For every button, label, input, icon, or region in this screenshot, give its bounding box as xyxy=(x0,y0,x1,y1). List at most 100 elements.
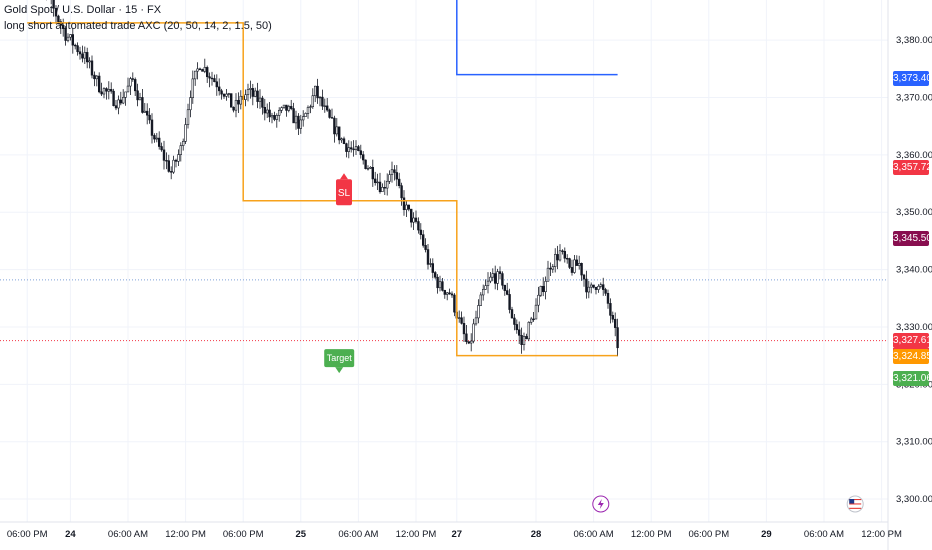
candle-body xyxy=(465,333,468,342)
candle-body xyxy=(539,286,543,296)
candle-body xyxy=(213,78,216,83)
candle-body xyxy=(445,292,449,295)
candle-body xyxy=(270,115,274,118)
candle-body xyxy=(299,119,302,129)
candle-body xyxy=(294,115,298,124)
candle-body xyxy=(453,294,456,313)
candle-body xyxy=(263,106,266,114)
candle-body xyxy=(86,52,89,63)
candle-body xyxy=(285,104,288,111)
candle-body xyxy=(479,294,482,306)
symbol-title[interactable]: Gold Spot / U.S. Dollar · 15 · FX xyxy=(4,4,162,16)
candle-body xyxy=(347,147,350,152)
x-tick-label: 28 xyxy=(531,529,542,540)
candle-body xyxy=(366,168,370,170)
indicator-label[interactable]: long short automated trade AXC (20, 50, … xyxy=(4,20,272,32)
candle-body xyxy=(81,53,84,59)
candle-body xyxy=(69,34,72,38)
sl-marker-label: SL xyxy=(338,188,351,199)
candle-body xyxy=(83,52,87,59)
indicator-step-line xyxy=(456,0,618,76)
candle-body xyxy=(268,109,271,118)
candle-body xyxy=(230,93,233,108)
candle-body xyxy=(194,70,197,80)
lightning-glyph xyxy=(597,499,604,509)
candle-body xyxy=(222,93,226,97)
candle-body xyxy=(359,150,362,155)
candle-body xyxy=(594,286,598,290)
candle-body xyxy=(493,273,497,284)
candle-body xyxy=(258,97,262,102)
x-tick-label: 06:00 PM xyxy=(688,529,729,540)
candle-body xyxy=(534,304,538,320)
candle-body xyxy=(215,81,218,88)
candle-body xyxy=(477,305,480,319)
candle-body xyxy=(95,75,99,80)
candle-body xyxy=(448,292,451,295)
x-tick-label: 24 xyxy=(65,529,76,540)
candle-body xyxy=(220,90,223,95)
candle-body xyxy=(561,250,564,252)
candle-body xyxy=(450,293,454,296)
candle-body xyxy=(71,34,75,46)
price-axis-label: 3,345.50 xyxy=(893,230,932,246)
candle-body xyxy=(349,147,353,150)
price-axis-label: 3,357.72 xyxy=(893,160,932,176)
candle-body xyxy=(318,96,322,99)
candle-body xyxy=(254,90,257,97)
candle-body xyxy=(443,290,446,295)
flag-stripe xyxy=(849,505,862,507)
candle-body xyxy=(340,138,343,141)
candle-body xyxy=(57,15,60,22)
candle-body xyxy=(431,263,434,273)
candle-body xyxy=(309,106,312,108)
candle-body xyxy=(172,159,175,173)
y-tick-label: 3,330.00 xyxy=(896,322,932,333)
candle-body xyxy=(150,119,154,136)
price-axis-label: 3,324.85 xyxy=(893,349,932,364)
candle-body xyxy=(462,323,466,335)
candle-body xyxy=(208,76,211,79)
candle-body xyxy=(146,110,149,116)
candle-body xyxy=(112,90,115,106)
candle-body xyxy=(316,85,319,99)
candle-body xyxy=(551,266,555,270)
candle-body xyxy=(378,181,382,193)
candle-body xyxy=(134,79,137,92)
y-tick-label: 3,310.00 xyxy=(896,437,932,448)
candle-body xyxy=(390,169,394,175)
candle-body xyxy=(486,280,490,286)
candle-body xyxy=(325,105,329,111)
y-tick-label: 3,340.00 xyxy=(896,265,932,276)
candle-body xyxy=(436,276,439,289)
candle-body xyxy=(76,45,79,53)
candle-body xyxy=(167,160,170,172)
candle-body xyxy=(342,138,346,144)
candle-body xyxy=(580,262,583,276)
candle-body xyxy=(474,317,478,325)
candle-body xyxy=(520,335,523,345)
candle-body xyxy=(565,257,569,260)
candle-body xyxy=(587,286,591,293)
candle-body xyxy=(354,146,358,150)
candle-body xyxy=(508,294,511,310)
candle-body xyxy=(148,114,151,121)
y-tick-label: 3,380.00 xyxy=(896,35,932,46)
candle-body xyxy=(599,284,603,287)
candle-body xyxy=(558,250,562,261)
candle-body xyxy=(170,171,173,173)
candle-body xyxy=(191,78,194,98)
candle-body xyxy=(160,146,163,151)
candle-body xyxy=(90,60,94,76)
candle-body xyxy=(304,113,307,117)
x-tick-label: 25 xyxy=(296,529,307,540)
candle-body xyxy=(419,229,422,235)
candle-body xyxy=(501,273,504,286)
candle-body xyxy=(114,105,118,109)
candle-body xyxy=(292,108,295,124)
candle-body xyxy=(335,126,338,135)
candle-body xyxy=(546,267,550,282)
candle-body xyxy=(129,78,132,87)
candle-body xyxy=(182,141,185,146)
